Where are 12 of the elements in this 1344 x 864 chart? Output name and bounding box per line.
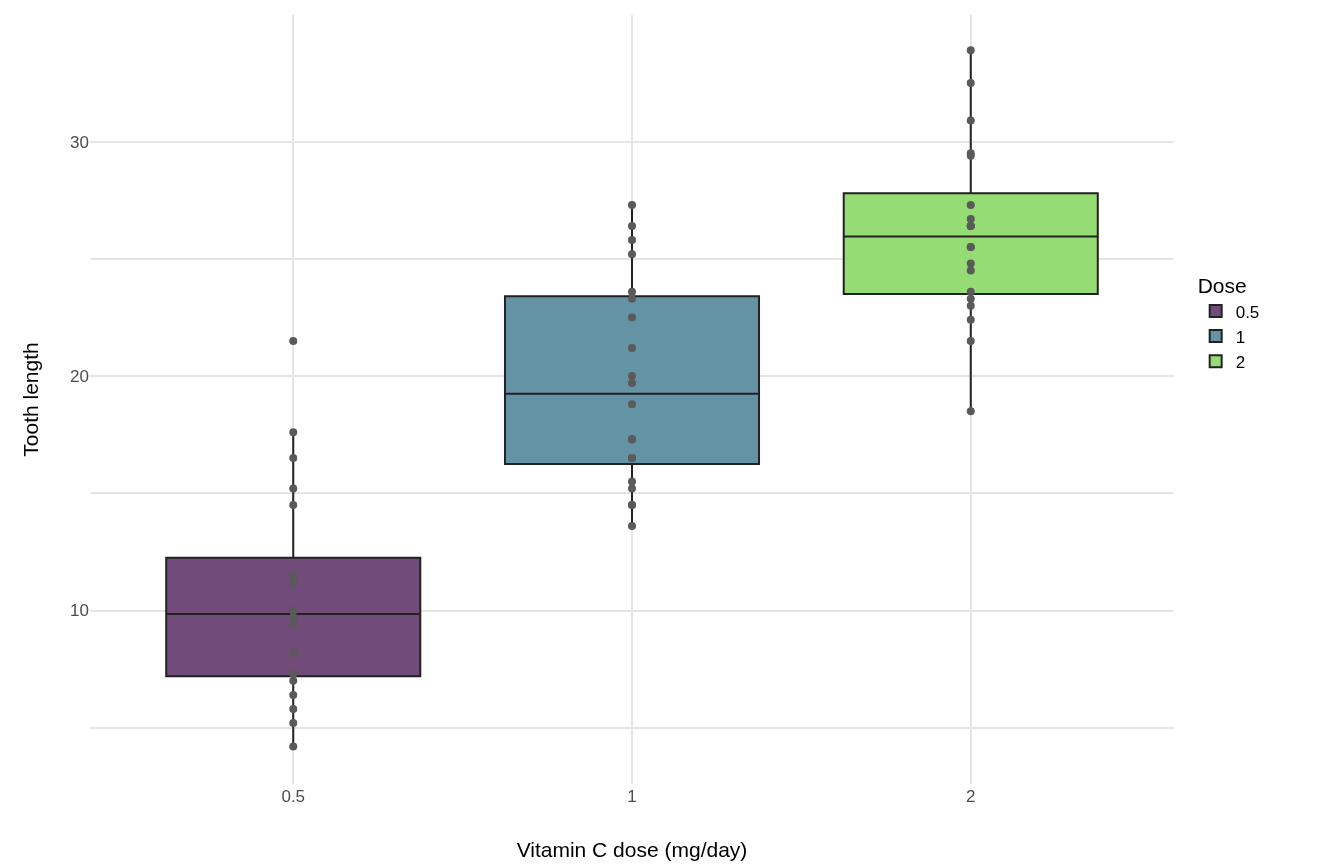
y-tick-label: 30: [70, 132, 89, 152]
x-tick-label: 2: [966, 787, 976, 806]
legend-label: 1: [1235, 327, 1246, 347]
y-tick-label: 10: [70, 601, 89, 621]
x-tick-label: 1: [627, 787, 637, 806]
legend-label: 0.5: [1235, 302, 1260, 322]
x-axis-title: Vitamin C dose (mg/day): [516, 838, 748, 861]
x-tick-label: 0.5: [281, 787, 306, 806]
y-axis-title: Tooth length: [19, 342, 42, 457]
y-tick-label: 20: [70, 367, 89, 386]
legend-title: Dose: [1197, 274, 1247, 298]
legend-label: 2: [1235, 352, 1246, 372]
